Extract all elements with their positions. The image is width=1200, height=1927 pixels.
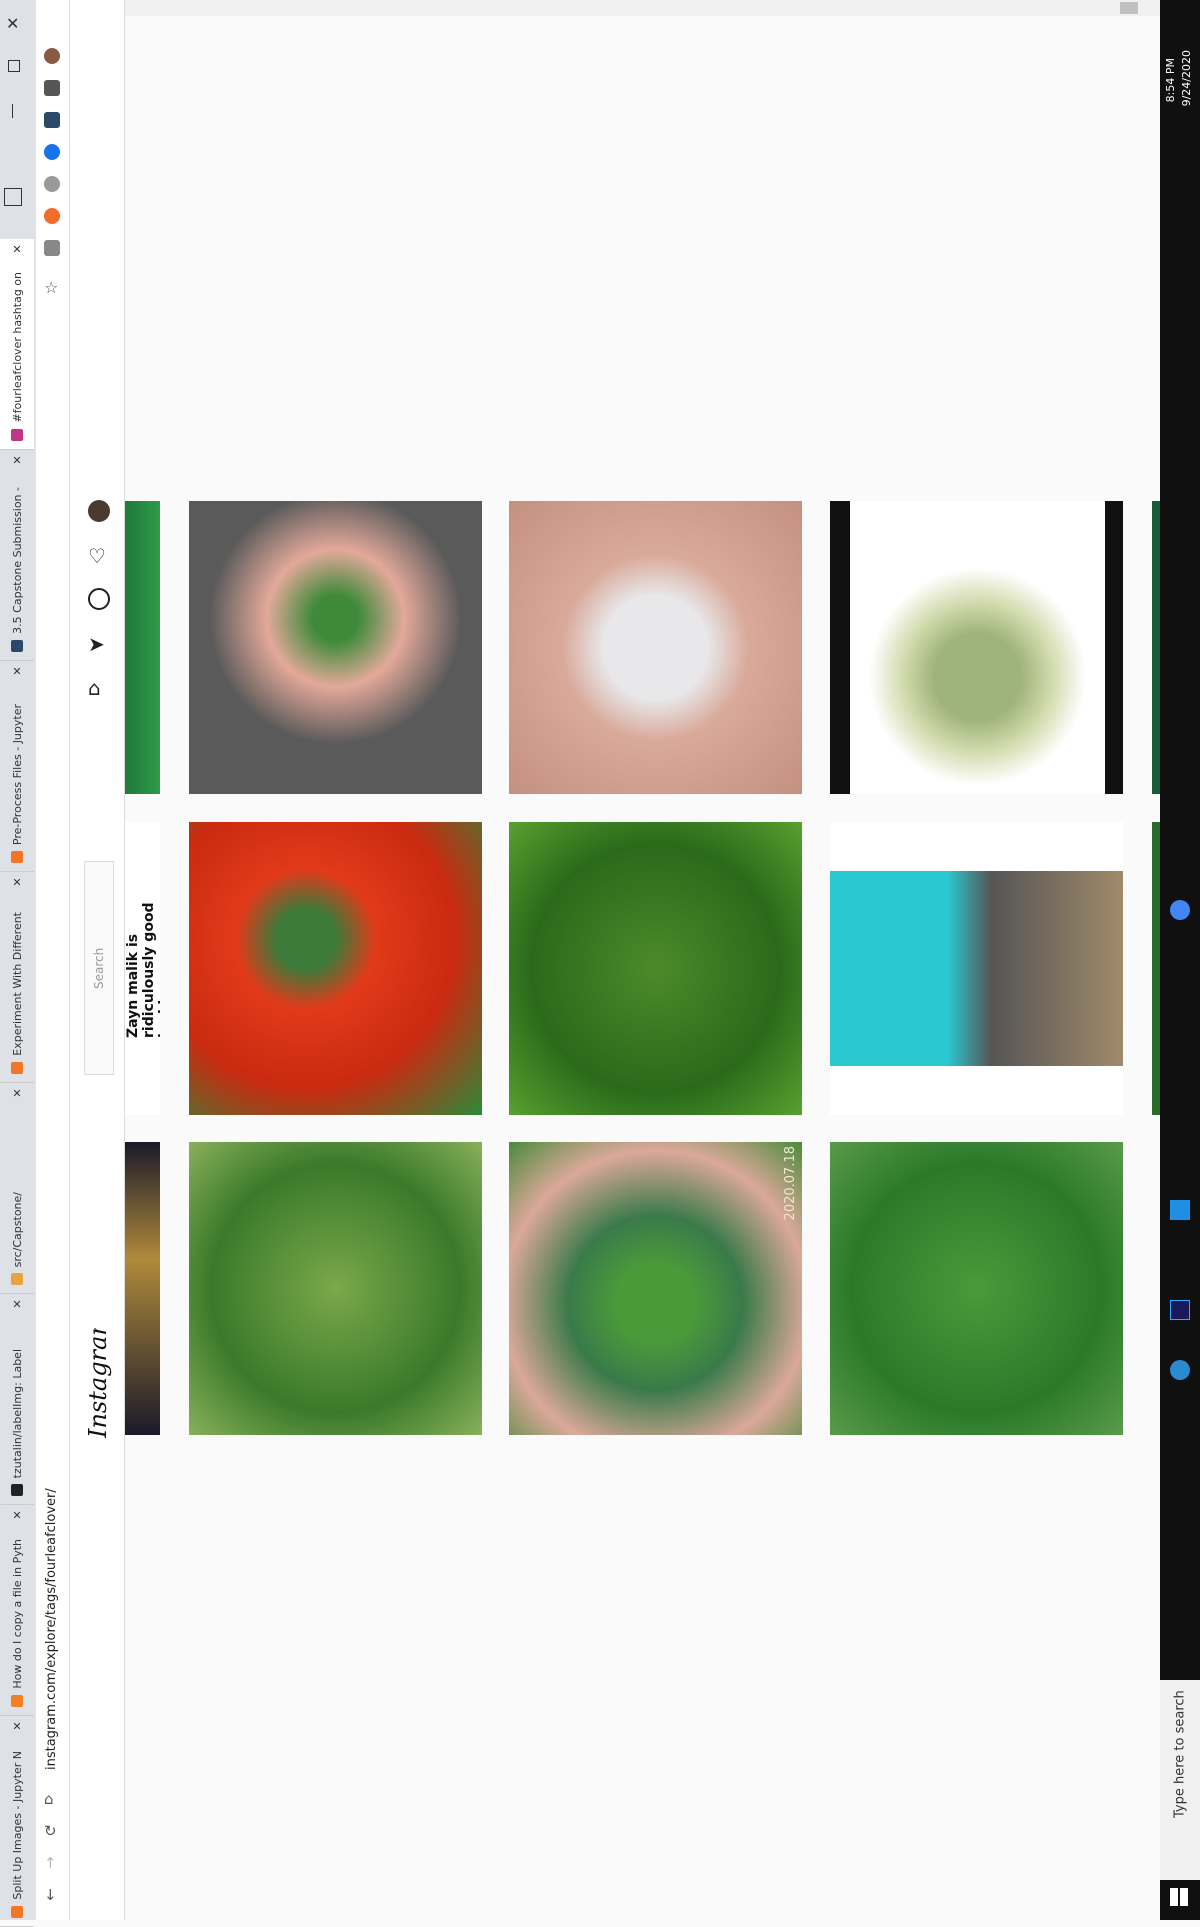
browser-tab[interactable]: ✕ Experiment With Different xyxy=(0,872,34,1083)
tab-close[interactable]: ✕ xyxy=(12,876,22,889)
post[interactable] xyxy=(830,1142,1123,1435)
tab-close[interactable]: ✕ xyxy=(12,1087,22,1100)
close-window[interactable]: ✕ xyxy=(6,14,20,33)
explore-icon[interactable] xyxy=(88,588,110,610)
tab-title: src/Capstone/ xyxy=(10,1191,24,1267)
browser-tab[interactable]: ✕ #fourleafclover hashtag on xyxy=(0,239,34,450)
tab-favicon xyxy=(11,1484,23,1496)
tab-close[interactable]: ✕ xyxy=(12,1720,22,1733)
home-button[interactable]: ⌂ xyxy=(44,1790,54,1808)
address-bar[interactable]: instagram.com/explore/tags/fourleafclove… xyxy=(44,1488,59,1770)
taskbar-app[interactable] xyxy=(1170,1360,1190,1380)
browser-tab[interactable]: ✕ src/Capstone/ xyxy=(0,1083,34,1294)
clock-date[interactable]: 9/24/2020 xyxy=(1180,50,1193,107)
restore-window[interactable] xyxy=(8,60,20,72)
tab-close[interactable]: ✕ xyxy=(12,665,22,678)
post[interactable] xyxy=(125,501,160,794)
tab-favicon xyxy=(11,1906,23,1918)
post[interactable]: Zayn malik is ridiculously good looking xyxy=(125,822,160,1115)
activity-icon[interactable]: ♡ xyxy=(88,544,106,568)
taskbar xyxy=(1160,0,1200,1920)
tab-close[interactable]: ✕ xyxy=(12,243,22,256)
post[interactable] xyxy=(509,822,802,1115)
taskbar-app[interactable] xyxy=(1170,900,1190,920)
post[interactable] xyxy=(125,1142,160,1435)
post[interactable] xyxy=(189,822,482,1115)
taskbar-app[interactable] xyxy=(1170,1200,1190,1220)
horizontal-scrollbar xyxy=(125,0,1160,16)
photo-date-stamp: 2020.07.18 xyxy=(783,1146,798,1221)
forward-button[interactable]: ↑ xyxy=(44,1854,57,1872)
tab-title: 3.5 Capstone Submission - xyxy=(10,487,24,634)
tab-close[interactable]: ✕ xyxy=(12,1509,22,1522)
search-box[interactable]: Search xyxy=(84,861,114,1075)
bookmark-star[interactable]: ☆ xyxy=(44,278,59,297)
tab-favicon xyxy=(11,1695,23,1707)
tab-title: Experiment With Different xyxy=(10,912,24,1056)
profile-avatar[interactable] xyxy=(88,500,110,522)
browser-tab[interactable]: ✕ How do I copy a file in Pyth xyxy=(0,1505,34,1716)
tab-title: #fourleafclover hashtag on xyxy=(10,272,24,423)
tab-favicon xyxy=(11,1273,23,1285)
back-button[interactable]: ↓ xyxy=(44,1886,57,1904)
post[interactable] xyxy=(830,822,1123,1115)
tab-favicon xyxy=(11,429,23,441)
reload-button[interactable]: ↻ xyxy=(44,1822,57,1840)
browser-tab[interactable]: ✕ 3.5 Capstone Submission - xyxy=(0,450,34,661)
start-button[interactable] xyxy=(1170,1888,1188,1906)
direct-icon[interactable]: ➤ xyxy=(88,632,105,656)
tab-title: Split Up Images - Jupyter N xyxy=(10,1751,24,1900)
tab-close[interactable]: ✕ xyxy=(12,454,22,467)
tab-title: Pre-Process Files - Jupyter xyxy=(10,703,24,845)
tab-favicon xyxy=(11,851,23,863)
scrollbar-thumb[interactable] xyxy=(1120,2,1138,14)
tab-search[interactable] xyxy=(4,188,22,206)
minimize-window[interactable] xyxy=(12,104,13,118)
browser-tab[interactable]: ✕ tzutalin/labelImg: Label xyxy=(0,1294,34,1505)
taskbar-app[interactable] xyxy=(1170,1300,1190,1320)
post[interactable] xyxy=(189,501,482,794)
tab-favicon xyxy=(11,1062,23,1074)
toolbar xyxy=(36,0,70,1920)
browser-tab[interactable]: ✕ Pre-Process Files - Jupyter xyxy=(0,661,34,872)
tab-favicon xyxy=(11,640,23,652)
taskbar-search[interactable]: Type here to search xyxy=(1160,1680,1200,1880)
post[interactable] xyxy=(1152,501,1160,794)
home-icon[interactable]: ⌂ xyxy=(88,676,101,700)
instagram-logo[interactable]: Instagram xyxy=(84,1328,112,1438)
post[interactable] xyxy=(830,501,1123,794)
tab-title: tzutalin/labelImg: Label xyxy=(10,1348,24,1478)
post-caption: Zayn malik is ridiculously good looking xyxy=(125,902,160,1038)
post[interactable] xyxy=(509,501,802,794)
browser-tab[interactable]: ✕ Split Up Images - Jupyter N xyxy=(0,1716,34,1927)
tab-title: How do I copy a file in Pyth xyxy=(10,1539,24,1689)
clock-time[interactable]: 8:54 PM xyxy=(1164,58,1177,103)
post[interactable] xyxy=(189,1142,482,1435)
tab-close[interactable]: ✕ xyxy=(12,1298,22,1311)
post[interactable] xyxy=(1152,822,1160,1115)
post[interactable]: 2020.07.18 xyxy=(509,1142,802,1435)
